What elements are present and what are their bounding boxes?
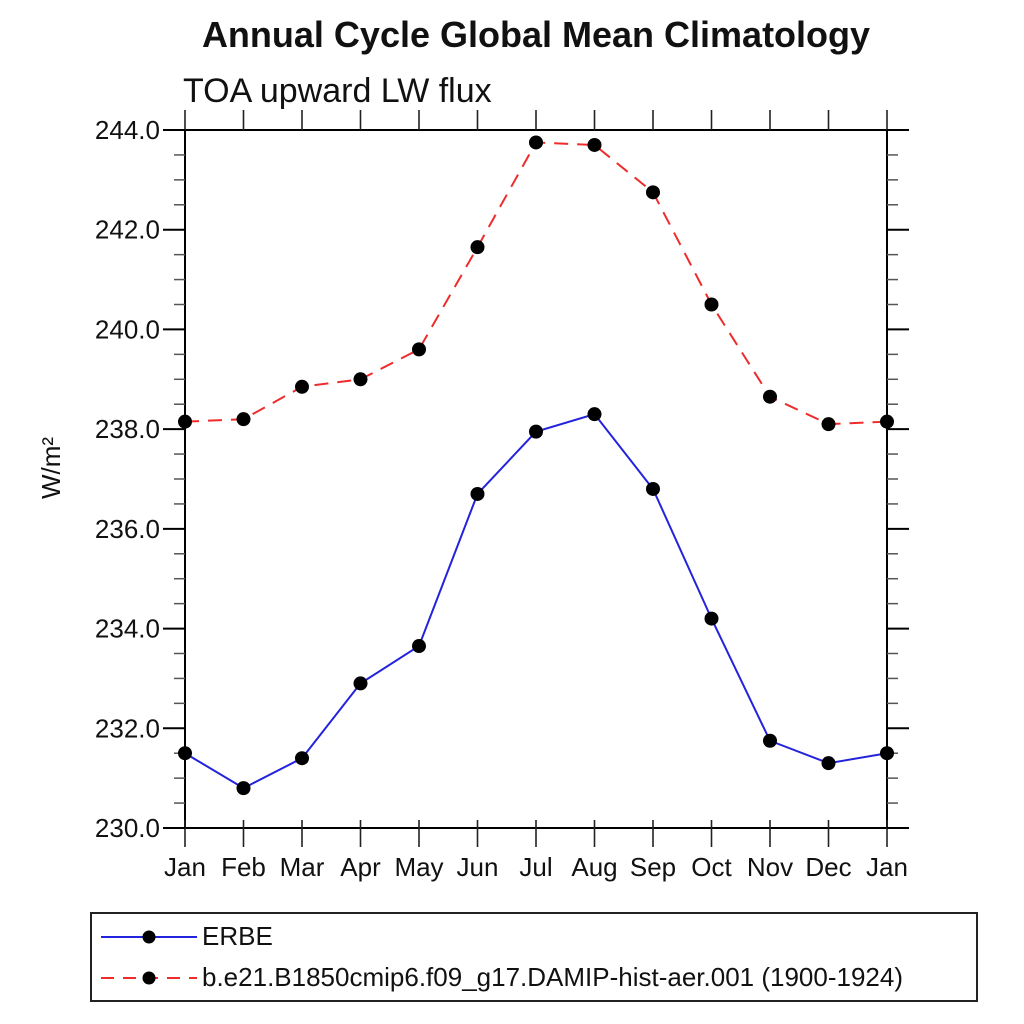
data-point-1: [529, 135, 543, 150]
data-point-0: [704, 611, 719, 626]
data-point-0: [880, 746, 894, 761]
series-line-1: [184, 141, 888, 426]
x-tick-label: Oct: [691, 852, 732, 882]
y-tick-label: 236.0: [95, 514, 160, 544]
x-tick-label: Jun: [457, 852, 499, 882]
data-point-1: [412, 342, 426, 357]
chart-title: Annual Cycle Global Mean Climatology: [201, 14, 871, 55]
legend-item-model: b.e21.B1850cmip6.f09_g17.DAMIP-hist-aer.…: [99, 957, 976, 998]
data-point-1: [763, 389, 777, 404]
legend-label-model: b.e21.B1850cmip6.f09_g17.DAMIP-hist-aer.…: [202, 962, 903, 992]
data-point-1: [587, 137, 602, 152]
data-point-1: [470, 240, 485, 255]
model-line-sample-icon: [101, 971, 197, 984]
series-line-0: [184, 413, 888, 790]
data-point-0: [178, 746, 192, 761]
data-point-0: [529, 424, 543, 439]
y-tick-label: 238.0: [95, 414, 160, 444]
data-point-0: [236, 781, 251, 796]
x-tick-label: Jan: [164, 852, 206, 882]
data-point-1: [821, 417, 836, 432]
x-tick-label: Jul: [519, 852, 552, 882]
x-tick-label: May: [394, 852, 443, 882]
data-point-0: [412, 639, 426, 654]
x-tick-label: Dec: [805, 852, 851, 882]
data-point-0: [295, 751, 309, 766]
data-point-0: [763, 733, 777, 748]
data-point-0: [353, 676, 368, 691]
data-point-1: [704, 297, 719, 312]
data-point-0: [470, 486, 485, 501]
data-point-1: [353, 372, 368, 387]
y-tick-label: 240.0: [95, 314, 160, 344]
x-tick-label: Nov: [747, 852, 793, 882]
data-point-0: [646, 481, 660, 496]
y-tick-label: 232.0: [95, 713, 160, 743]
y-tick-label: 230.0: [95, 813, 160, 843]
data-point-0: [821, 756, 836, 771]
data-point-1: [236, 412, 251, 427]
x-tick-label: Feb: [221, 852, 266, 882]
data-point-1: [295, 379, 309, 394]
data-point-1: [178, 414, 192, 429]
x-tick-label: Jan: [866, 852, 908, 882]
plot-frame: [184, 129, 888, 829]
x-tick-label: Apr: [340, 852, 381, 882]
legend-box: ERBE b.e21.B1850cmip6.f09_g17.DAMIP-hist…: [90, 912, 978, 1002]
y-tick-label: 244.0: [95, 115, 160, 145]
data-point-0: [587, 407, 602, 422]
x-tick-label: Aug: [571, 852, 617, 882]
y-tick-label: 242.0: [95, 215, 160, 245]
erbe-line-sample-icon: [101, 930, 197, 943]
data-point-1: [646, 185, 660, 200]
y-tick-label: 234.0: [95, 614, 160, 644]
chart-subtitle: TOA upward LW flux: [183, 72, 492, 110]
legend-label-erbe: ERBE: [202, 921, 273, 951]
x-tick-label: Mar: [280, 852, 325, 882]
x-tick-label: Sep: [630, 852, 676, 882]
data-point-1: [880, 414, 894, 429]
legend-item-erbe: ERBE: [99, 916, 976, 957]
